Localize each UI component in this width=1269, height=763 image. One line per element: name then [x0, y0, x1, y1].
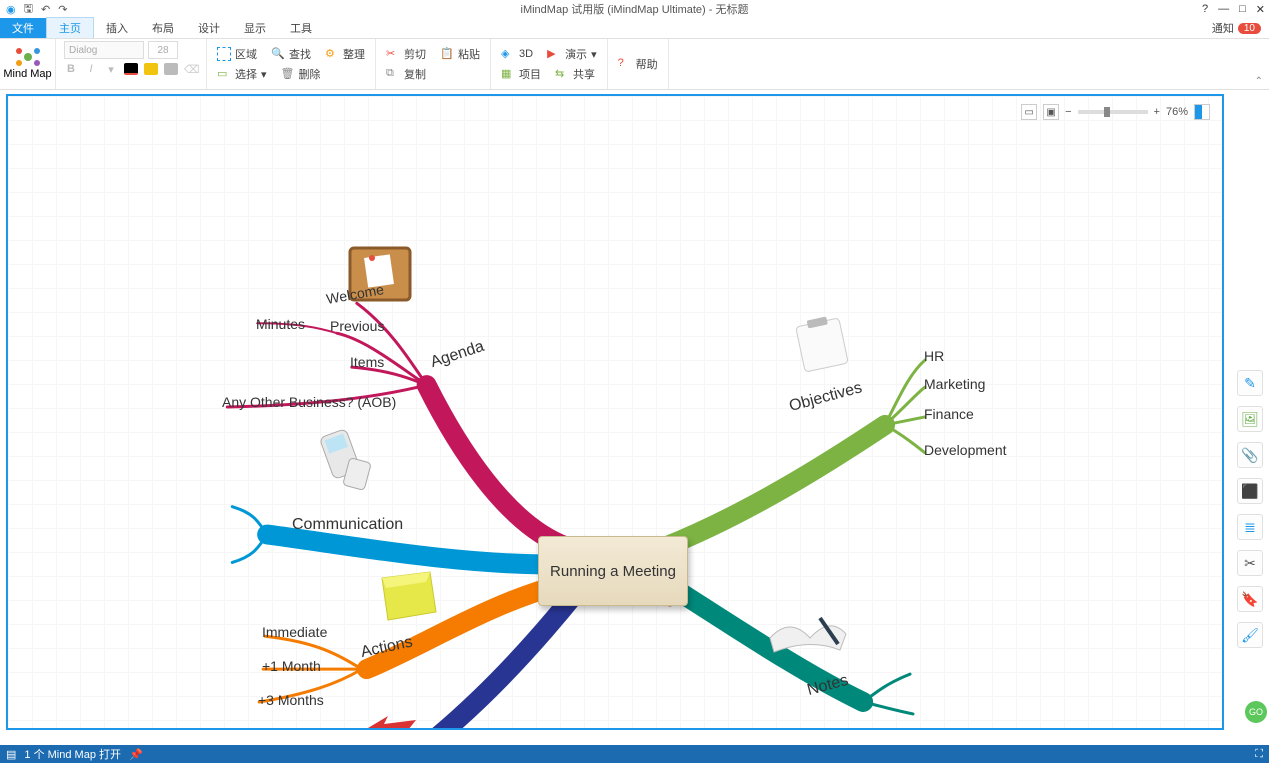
- window-controls: ? — □ ✕: [1202, 3, 1265, 16]
- workspace: Running a Meeting AgendaWelcomePreviousM…: [0, 90, 1269, 745]
- project-button[interactable]: ▦项目: [501, 66, 541, 82]
- font-name-input[interactable]: [64, 41, 144, 59]
- bold-button[interactable]: B: [64, 63, 78, 78]
- maximize-button[interactable]: □: [1239, 3, 1246, 16]
- mindmap-label: Mind Map: [3, 68, 51, 80]
- minimize-button[interactable]: —: [1218, 3, 1229, 16]
- copy-button[interactable]: ⧉复制: [386, 66, 426, 82]
- ribbon-tabs: 文件 主页 插入 布局 设计 显示 工具 通知 10: [0, 18, 1269, 38]
- zoom-slider[interactable]: [1078, 110, 1148, 114]
- find-button[interactable]: 🔍查找: [271, 46, 311, 62]
- subtopic[interactable]: Finance: [924, 406, 974, 422]
- maps-open-label: 1 个 Mind Map 打开: [24, 746, 121, 762]
- collapse-ribbon-icon[interactable]: ⌃: [1255, 76, 1263, 87]
- maps-open-icon: ▤: [6, 748, 16, 761]
- go-badge[interactable]: GO: [1245, 701, 1267, 723]
- view-controls: ▭ ▣ − + 76%: [1021, 104, 1210, 120]
- branch-layer: [8, 96, 1222, 730]
- present-button[interactable]: ▶演示 ▾: [547, 46, 597, 62]
- shape-color-button[interactable]: [164, 63, 178, 78]
- fit-width-icon[interactable]: ▣: [1043, 104, 1059, 120]
- zoom-out-button[interactable]: −: [1065, 106, 1071, 118]
- notify-label: 通知: [1212, 20, 1234, 36]
- arrange-button[interactable]: ⚙整理: [325, 46, 365, 62]
- edit-icon[interactable]: ✎: [1237, 370, 1263, 396]
- clear-format-button[interactable]: ⌫: [184, 63, 198, 78]
- side-toolbar: ✎ 🖼 📎 ⬛ ≣ ✂ 🔖 🖌: [1235, 370, 1265, 648]
- undo-icon[interactable]: ↶: [41, 3, 50, 16]
- font-color-button[interactable]: [124, 63, 138, 78]
- tab-layout[interactable]: 布局: [140, 18, 186, 38]
- share-button[interactable]: ⇆共享: [555, 66, 595, 82]
- subtopic[interactable]: Immediate: [262, 624, 327, 640]
- tab-insert[interactable]: 插入: [94, 18, 140, 38]
- notepad-clipart[interactable]: [760, 608, 850, 656]
- view-group: ◈3D ▶演示 ▾ ▦项目 ⇆共享: [491, 39, 608, 89]
- 3d-button[interactable]: ◈3D: [501, 47, 533, 61]
- help-group: ?帮助: [608, 39, 669, 89]
- subtopic[interactable]: +3 Months: [258, 692, 324, 708]
- attach-icon[interactable]: 📎: [1237, 442, 1263, 468]
- central-topic[interactable]: Running a Meeting: [538, 536, 688, 606]
- mindmap-icon: [16, 48, 40, 66]
- italic-button[interactable]: I: [84, 63, 98, 78]
- notify-badge: 10: [1238, 23, 1261, 34]
- notifications[interactable]: 通知 10: [1212, 20, 1261, 36]
- zoom-percent: 76%: [1166, 106, 1188, 118]
- title-bar: ◉ 🖫 ↶ ↷ iMindMap 试用版 (iMindMap Ultimate)…: [0, 0, 1269, 18]
- minimap-icon[interactable]: [1194, 104, 1210, 120]
- font-size-input[interactable]: 28: [148, 41, 178, 59]
- subtopic[interactable]: Items: [350, 354, 384, 370]
- subtopic[interactable]: Development: [924, 442, 1007, 458]
- tag-icon[interactable]: ⬛: [1237, 478, 1263, 504]
- redo-icon[interactable]: ↷: [58, 3, 67, 16]
- help-icon[interactable]: ?: [1202, 3, 1208, 16]
- paste-button[interactable]: 📋粘贴: [440, 46, 480, 62]
- sticky-clipart[interactable]: [376, 568, 440, 622]
- font-group: 28 B I ▾ ⌫: [56, 39, 207, 89]
- tab-display[interactable]: 显示: [232, 18, 278, 38]
- subtopic[interactable]: Minutes: [256, 316, 305, 332]
- help-button[interactable]: ?帮助: [618, 56, 658, 72]
- pin-icon[interactable]: 📌: [129, 748, 143, 761]
- window-title: iMindMap 试用版 (iMindMap Ultimate) - 无标题: [521, 1, 749, 17]
- ribbon: Mind Map 28 B I ▾ ⌫ 区域 🔍查找 ⚙整理 ▭选择 ▾ 🗑删除: [0, 38, 1269, 90]
- branch-communication[interactable]: Communication: [292, 516, 403, 534]
- delete-button[interactable]: 🗑删除: [281, 66, 321, 82]
- subtopic[interactable]: Any Other Business? (AOB): [222, 394, 396, 410]
- scissors-icon[interactable]: ✂: [1237, 550, 1263, 576]
- clipboard-group: ✂剪切 📋粘贴 ⧉复制: [376, 39, 491, 89]
- fit-page-icon[interactable]: ▭: [1021, 104, 1037, 120]
- subtopic[interactable]: +1 Month: [262, 658, 321, 674]
- cut-button[interactable]: ✂剪切: [386, 46, 426, 62]
- mindmap-canvas[interactable]: Running a Meeting AgendaWelcomePreviousM…: [6, 94, 1224, 730]
- app-icon: ◉: [6, 3, 16, 16]
- mindmap-mode-button[interactable]: Mind Map: [0, 39, 56, 89]
- save-icon[interactable]: 🖫: [24, 0, 33, 19]
- arrows-clipart[interactable]: [338, 704, 428, 730]
- tab-home[interactable]: 主页: [46, 17, 94, 38]
- zoom-in-button[interactable]: +: [1154, 106, 1160, 118]
- subtopic[interactable]: HR: [924, 348, 944, 364]
- quick-access-toolbar: ◉ 🖫 ↶ ↷: [0, 0, 67, 19]
- clipboard-clipart[interactable]: [790, 316, 854, 372]
- select-button[interactable]: ▭选择 ▾: [217, 66, 267, 82]
- subtopic[interactable]: Marketing: [924, 376, 985, 392]
- brush-icon[interactable]: 🖌: [1237, 622, 1263, 648]
- tab-design[interactable]: 设计: [186, 18, 232, 38]
- bookmark-icon[interactable]: 🔖: [1237, 586, 1263, 612]
- region-button[interactable]: 区域: [217, 46, 257, 62]
- status-bar: ▤ 1 个 Mind Map 打开 📌 ⛶: [0, 745, 1269, 763]
- subtopic[interactable]: Previous: [330, 318, 384, 334]
- image-icon[interactable]: 🖼: [1237, 406, 1263, 432]
- highlight-button[interactable]: [144, 63, 158, 78]
- tab-file[interactable]: 文件: [0, 18, 46, 38]
- outline-icon[interactable]: ≣: [1237, 514, 1263, 540]
- phone-clipart[interactable]: [316, 426, 372, 490]
- edit-group: 区域 🔍查找 ⚙整理 ▭选择 ▾ 🗑删除: [207, 39, 376, 89]
- close-button[interactable]: ✕: [1256, 3, 1265, 16]
- tab-tools[interactable]: 工具: [278, 18, 324, 38]
- font-more-button[interactable]: ▾: [104, 63, 118, 78]
- fullscreen-icon[interactable]: ⛶: [1255, 748, 1263, 760]
